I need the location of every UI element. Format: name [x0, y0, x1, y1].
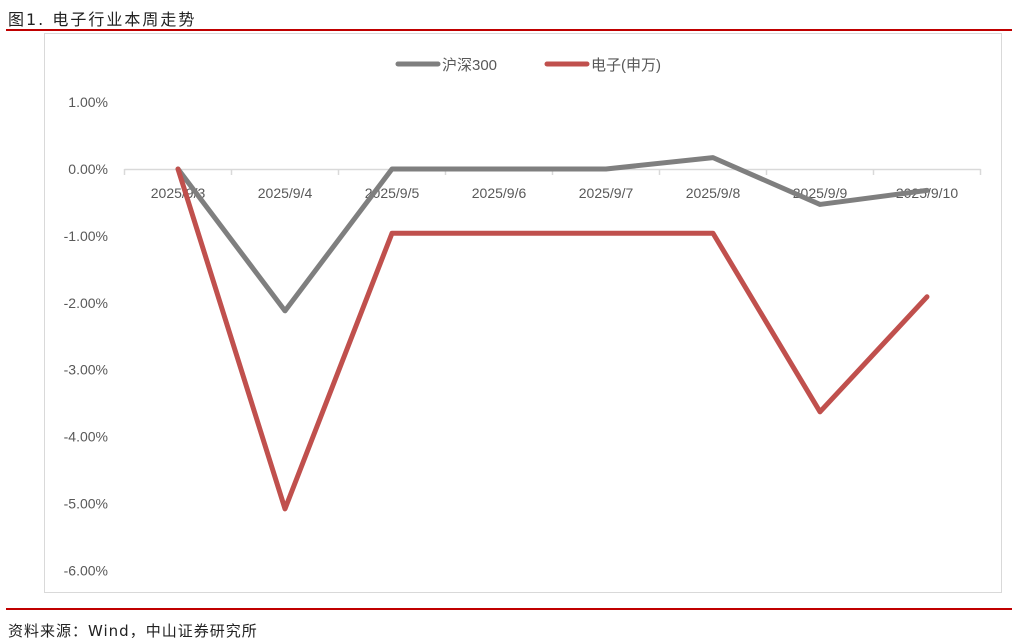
x-tick-label: 2025/9/10	[896, 185, 958, 201]
legend-label: 沪深300	[442, 57, 497, 74]
x-tick-label: 2025/9/6	[472, 185, 527, 201]
source-note: 资料来源：Wind，中山证券研究所	[8, 622, 258, 640]
bottom-rule	[6, 608, 1012, 610]
y-tick-label: -1.00%	[64, 228, 108, 244]
figure-title: 图1. 电子行业本周走势	[8, 10, 197, 29]
top-rule	[6, 29, 1012, 31]
y-axis: 1.00% 0.00% -1.00% -2.00% -3.00% -4.00% -5.00%…	[64, 94, 108, 578]
x-tick-label: 2025/9/8	[686, 185, 741, 201]
x-tick-label: 2025/9/7	[579, 185, 634, 201]
y-tick-label: -5.00%	[64, 496, 108, 512]
chart-border	[44, 33, 1002, 593]
x-tick-label: 2025/9/4	[258, 185, 313, 201]
y-tick-label: 0.00%	[68, 161, 108, 177]
y-tick-label: -6.00%	[64, 562, 108, 578]
y-tick-label: 1.00%	[68, 94, 108, 110]
y-tick-label: -2.00%	[64, 295, 108, 311]
series-group	[175, 155, 930, 512]
legend: 沪深300 电子(申万)	[395, 57, 661, 74]
series-line-electronics	[175, 166, 930, 512]
y-tick-label: -4.00%	[64, 429, 108, 445]
legend-label: 电子(申万)	[591, 57, 661, 74]
series-line-hs300	[175, 155, 930, 314]
y-tick-label: -3.00%	[64, 362, 108, 378]
